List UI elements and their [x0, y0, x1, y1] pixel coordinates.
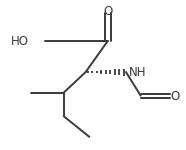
Text: HO: HO: [11, 35, 29, 48]
Text: NH: NH: [129, 66, 146, 79]
Text: O: O: [170, 90, 179, 103]
Text: O: O: [103, 5, 112, 18]
